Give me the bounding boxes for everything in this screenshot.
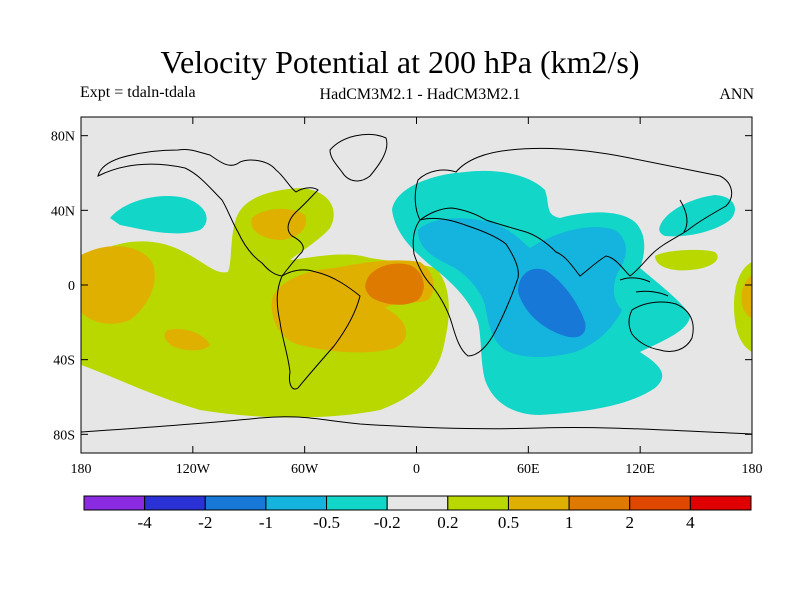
colorbar-swatch bbox=[144, 495, 206, 511]
colorbar-swatch bbox=[326, 495, 388, 511]
longitude-axis: 180 120W 60W 0 60E 120E 180 bbox=[71, 117, 763, 477]
latitude-axis: 80N 40N 0 40S 80S bbox=[51, 130, 752, 443]
colorbar-swatch bbox=[447, 495, 509, 511]
colorbar-swatch bbox=[568, 495, 631, 511]
coastline-north-america bbox=[97, 149, 319, 277]
colorbar-label: 4 bbox=[686, 513, 695, 532]
contour-band-negative-0.2-npac bbox=[110, 196, 207, 234]
lon-tick-label: 120W bbox=[176, 462, 211, 477]
contour-band-positive-0.2 bbox=[81, 188, 449, 418]
colorbar-label: -2 bbox=[198, 513, 212, 532]
contour-band-positive-0.5-spac bbox=[164, 328, 210, 351]
lon-tick-label: 180 bbox=[71, 462, 92, 477]
season-label: ANN bbox=[719, 86, 754, 103]
coastline-greenland bbox=[329, 133, 388, 182]
colorbar: -4 -2 -1 -0.5 -0.2 0.2 0.5 1 2 4 bbox=[83, 495, 752, 532]
coastline-australia bbox=[628, 301, 694, 352]
lat-tick-label: 80S bbox=[53, 428, 75, 443]
lon-tick-label: 60W bbox=[291, 462, 319, 477]
coastlines bbox=[81, 133, 752, 435]
colorbar-label: -0.5 bbox=[313, 513, 340, 532]
coastline-africa bbox=[412, 217, 519, 357]
contour-band-negative-1 bbox=[518, 268, 586, 338]
colorbar-label: 1 bbox=[565, 513, 574, 532]
colorbar-swatch bbox=[629, 495, 691, 511]
colorbar-label: -0.2 bbox=[374, 513, 401, 532]
map-title: Velocity Potential at 200 hPa (km2/s) bbox=[160, 44, 640, 80]
colorbar-label: -4 bbox=[138, 513, 153, 532]
lon-tick-label: 120E bbox=[625, 462, 655, 477]
lat-tick-label: 40N bbox=[51, 204, 75, 219]
contour-band-positive-0.2-pacific bbox=[655, 249, 718, 271]
lat-tick-label: 40S bbox=[53, 354, 75, 369]
lon-tick-label: 180 bbox=[742, 462, 763, 477]
coastline-antarctica bbox=[81, 416, 752, 435]
model-comparison-label: HadCM3M2.1 - HadCM3M2.1 bbox=[319, 86, 521, 103]
contour-band-positive-0.5-east bbox=[741, 275, 752, 318]
contour-band-positive-0.5-npac bbox=[81, 246, 155, 324]
lat-tick-label: 0 bbox=[68, 279, 75, 294]
contour-fills bbox=[81, 170, 752, 418]
coastline-south-america bbox=[276, 269, 361, 390]
contour-band-negative-0.2-wpac bbox=[659, 195, 735, 237]
experiment-label: Expt = tdaln-tdala bbox=[80, 84, 196, 101]
colorbar-swatch bbox=[386, 495, 449, 511]
contour-band-positive-1 bbox=[365, 263, 424, 305]
colorbar-swatch bbox=[83, 495, 146, 511]
colorbar-label: 0.2 bbox=[437, 513, 458, 532]
lon-tick-label: 0 bbox=[413, 462, 420, 477]
lat-tick-label: 80N bbox=[51, 130, 75, 145]
coastline-europe-asia bbox=[414, 147, 733, 277]
colorbar-label: 0.5 bbox=[498, 513, 519, 532]
coastline-maritime-continent bbox=[619, 277, 669, 297]
colorbar-swatch bbox=[689, 495, 752, 511]
colorbar-swatch bbox=[265, 495, 328, 511]
colorbar-label: 2 bbox=[625, 513, 634, 532]
lon-tick-label: 60E bbox=[517, 462, 540, 477]
colorbar-swatch bbox=[507, 495, 570, 511]
colorbar-swatch bbox=[204, 495, 267, 511]
coastline-japan bbox=[679, 199, 688, 233]
colorbar-label: -1 bbox=[259, 513, 273, 532]
